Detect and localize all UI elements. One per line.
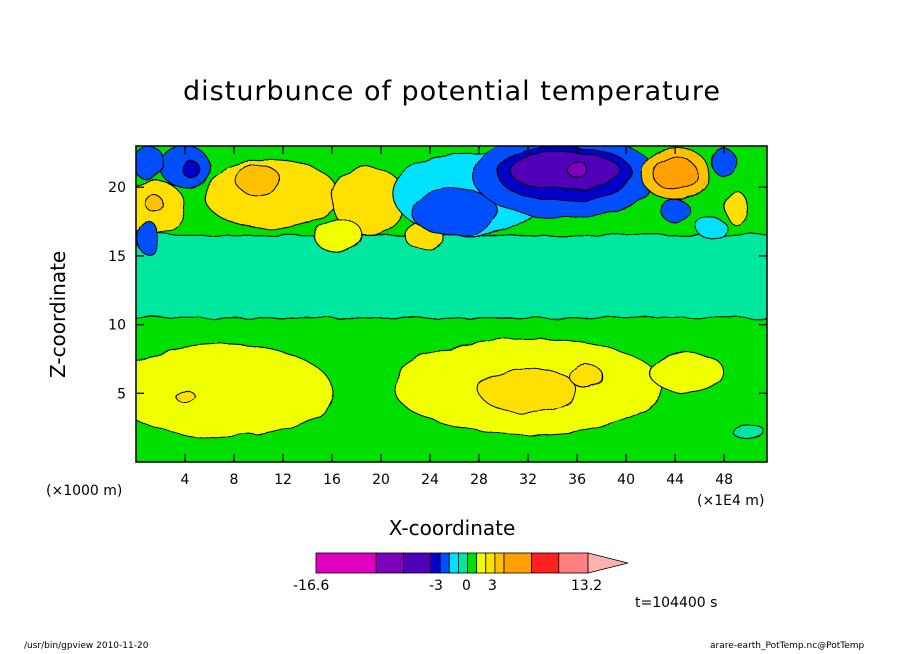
x-tick-label: 24 — [421, 472, 439, 488]
x-tick-label: 4 — [181, 472, 190, 488]
contour-region — [235, 164, 282, 196]
contour-region — [566, 160, 588, 179]
contour-region — [411, 188, 498, 236]
contour-band — [136, 234, 767, 319]
y-tick-label: 5 — [117, 386, 126, 402]
contour-region — [650, 351, 725, 394]
colorbar-segment — [558, 552, 589, 574]
colorbar-segment — [503, 552, 532, 574]
x-axis-label: X-coordinate — [388, 516, 516, 540]
colorbar-segment — [439, 552, 450, 574]
colorbar-segment — [448, 552, 459, 574]
colorbar-segment — [375, 552, 405, 574]
colorbar-extend-arrow — [587, 552, 629, 574]
colorbar-segment — [457, 552, 468, 574]
contour-region — [136, 146, 165, 180]
contour-region — [509, 150, 621, 191]
x-tick-label: 32 — [519, 472, 537, 488]
x-tick-label: 36 — [568, 472, 586, 488]
time-label: t=104400 s — [635, 595, 718, 611]
y-tick-label: 20 — [108, 180, 126, 196]
colorbar-segment — [467, 552, 478, 574]
x-tick-label: 28 — [470, 472, 488, 488]
colorbar — [315, 552, 629, 574]
colorbar-min-label: -16.6 — [293, 578, 330, 594]
y-axis-label: Z-coordinate — [46, 250, 70, 378]
y-tick-label: 10 — [108, 318, 126, 334]
contour-region — [182, 160, 201, 179]
colorbar-segment — [494, 552, 505, 574]
plot-frame — [135, 145, 768, 463]
contour-region — [732, 424, 766, 440]
contour-region — [570, 363, 604, 390]
colorbar-label-pos3: 3 — [488, 578, 497, 594]
contour-regions — [136, 146, 767, 440]
contour-field — [136, 146, 767, 462]
colorbar-segment — [430, 552, 441, 574]
colorbar-label-neg3: -3 — [429, 578, 443, 594]
colorbar-segment — [531, 552, 560, 574]
contour-region — [696, 216, 728, 240]
x-unit-label: (×1E4 m) — [697, 493, 765, 509]
colorbar-segment — [476, 552, 487, 574]
x-tick-label: 16 — [323, 472, 341, 488]
colorbar-label-zero: 0 — [462, 578, 471, 594]
contour-region — [724, 190, 748, 225]
contour-region — [174, 390, 196, 403]
y-unit-label: (×1000 m) — [46, 483, 123, 499]
x-tick-label: 48 — [715, 472, 733, 488]
colorbar-segment — [403, 552, 432, 574]
y-tick-label: 15 — [108, 249, 126, 265]
footer-right: arare-earth_PotTemp.nc@PotTemp — [710, 641, 865, 651]
contour-region — [659, 199, 691, 223]
x-tick-label: 20 — [372, 472, 390, 488]
x-tick-label: 12 — [274, 472, 292, 488]
x-tick-label: 44 — [666, 472, 684, 488]
colorbar-max-label: 13.2 — [571, 578, 603, 594]
chart-title: disturbunce of potential temperature — [183, 76, 721, 107]
colorbar-segment — [315, 552, 377, 574]
colorbar-segment — [485, 552, 496, 574]
footer-left: /usr/bin/gpview 2010-11-20 — [24, 641, 149, 651]
contour-region — [136, 221, 160, 256]
x-tick-label: 40 — [617, 472, 635, 488]
x-tick-label: 8 — [230, 472, 239, 488]
contour-region — [145, 194, 164, 213]
contour-region — [652, 156, 698, 191]
contour-region — [478, 368, 578, 414]
contour-region — [313, 218, 364, 253]
contour-region — [136, 343, 333, 438]
